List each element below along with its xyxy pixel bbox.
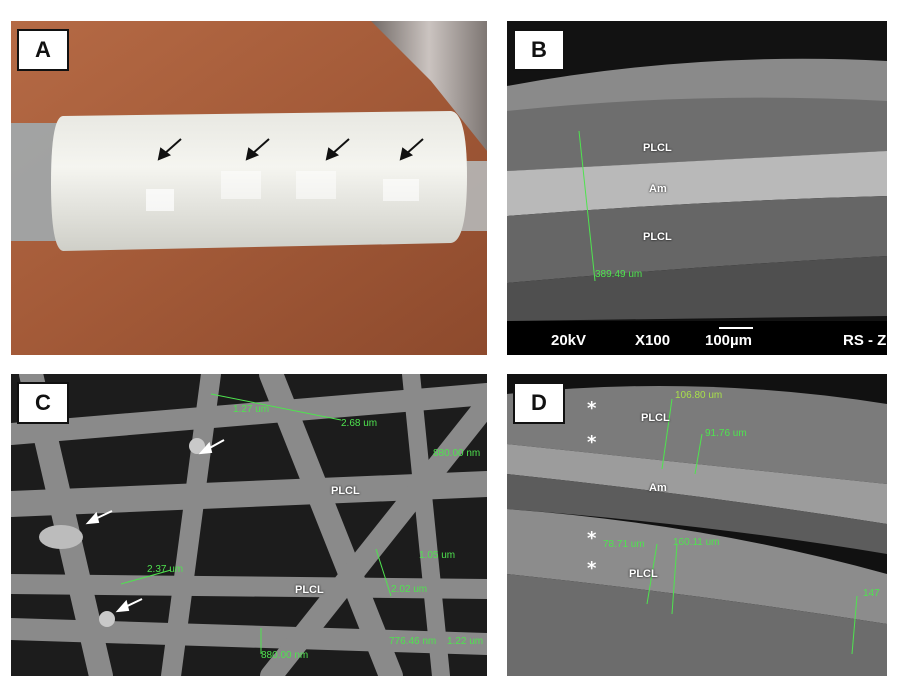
star-marker: *: [587, 432, 597, 453]
panel-b: B PLCL Am PLCL 389.49 um 20kV X100 100µm…: [507, 21, 887, 355]
panel-c-label: C: [17, 382, 69, 424]
measurement-label: 1.27 um: [233, 404, 270, 415]
measurement-label: 78.71 um: [603, 539, 645, 550]
star-marker: *: [587, 398, 597, 419]
plcl-label-top: PLCL: [641, 412, 670, 424]
panel-b-label: B: [513, 29, 565, 71]
measurement-label: 2.02 um: [391, 584, 428, 595]
measurement-label: 2.68 um: [341, 418, 378, 429]
sem-image-c: [11, 374, 487, 676]
measurement-label: 1.22 um: [447, 636, 484, 647]
measurement-label: 776.46 nm: [389, 636, 437, 647]
panel-d-label: D: [513, 382, 565, 424]
sem-image-d: [507, 374, 887, 676]
sem-image-b: [507, 21, 887, 355]
measurement-label: 106.80 um: [675, 390, 723, 401]
am-label: Am: [649, 482, 667, 494]
panel-c: C PLCL PLCL 1.27 um 2.68 um 880.00 nm 2.…: [11, 374, 487, 676]
measurement-label: 147: [863, 588, 880, 599]
voltage-label: 20kV: [551, 332, 587, 349]
measurement-label: 160.11 um: [673, 537, 720, 548]
magnification-label: X100: [635, 332, 671, 349]
plcl-label-1: PLCL: [331, 485, 360, 497]
scale-bar-label: 100µm: [705, 332, 753, 349]
panel-d: D * * * * PLCL Am PLCL 106.80 um 91.76 u…: [507, 374, 887, 676]
plcl-label-bottom: PLCL: [643, 231, 672, 243]
measurement-label: 2.37 um: [147, 564, 184, 575]
plcl-label-bottom: PLCL: [629, 568, 658, 580]
measurement-label: 880.00 nm: [261, 650, 309, 661]
measurement-label: 1.05 um: [419, 550, 456, 561]
sample-id-label: RS - Z: [843, 332, 887, 349]
panel-a: A: [11, 21, 487, 355]
measurement-label: 880.00 nm: [433, 448, 481, 459]
measurement-label: 389.49 um: [595, 269, 643, 280]
measurement-label: 91.76 um: [705, 428, 747, 439]
star-marker: *: [587, 558, 597, 579]
plcl-label-2: PLCL: [295, 584, 324, 596]
photo-a: [11, 21, 487, 355]
star-marker: *: [587, 528, 597, 549]
am-label: Am: [649, 183, 667, 195]
plcl-label-top: PLCL: [643, 142, 672, 154]
panel-a-label: A: [17, 29, 69, 71]
